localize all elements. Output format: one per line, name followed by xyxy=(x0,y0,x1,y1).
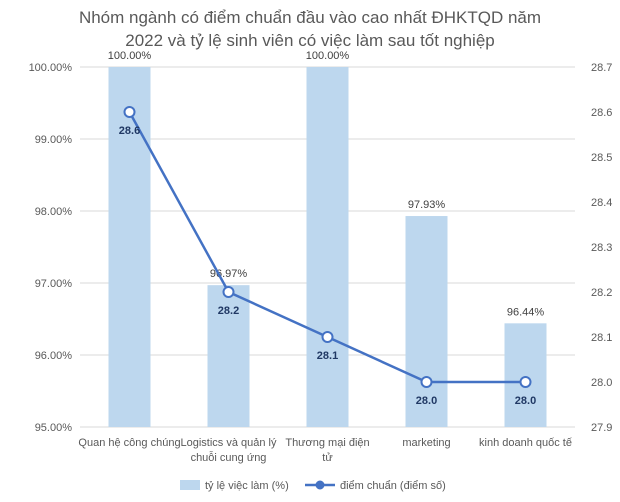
line-data-label: 28.0 xyxy=(515,395,536,407)
line-point xyxy=(123,106,136,118)
bar-data-label: 96.44% xyxy=(507,306,545,318)
x-tick-label: chuỗi cung ứng xyxy=(191,451,267,464)
x-tick-label: kinh doanh quốc tế xyxy=(479,437,572,449)
x-tick-label: tử xyxy=(322,452,333,464)
y-left-tick-label: 97.00% xyxy=(35,278,73,290)
line-point xyxy=(321,331,334,343)
line-data-label: 28.6 xyxy=(119,125,140,137)
bar xyxy=(207,285,250,427)
y-right-tick-label: 28.5 xyxy=(591,152,612,164)
y-right-tick-label: 28.4 xyxy=(591,197,612,209)
y-right-tick-label: 27.9 xyxy=(591,422,612,434)
bar xyxy=(405,216,448,427)
y-right-tick-label: 28.1 xyxy=(591,332,612,344)
legend-swatch-marker xyxy=(315,480,325,490)
chart-title-line-1: Nhóm ngành có điểm chuẩn đầu vào cao nhấ… xyxy=(78,8,542,27)
bar xyxy=(108,67,151,427)
y-right-tick-label: 28.2 xyxy=(591,287,612,299)
bar-data-label: 97.93% xyxy=(408,199,446,211)
y-right-tick-label: 28.7 xyxy=(591,62,612,74)
line-data-label: 28.2 xyxy=(218,305,239,317)
line-point xyxy=(519,376,532,388)
bar xyxy=(504,323,547,427)
line-data-label: 28.1 xyxy=(317,350,338,362)
y-left-tick-label: 98.00% xyxy=(35,206,73,218)
bar-data-label: 100.00% xyxy=(108,50,152,62)
y-right-tick-label: 28.3 xyxy=(591,242,612,254)
legend-label-bar: tỷ lệ việc làm (%) xyxy=(205,480,289,492)
line-point xyxy=(222,286,235,298)
x-tick-label: Thương mại điện xyxy=(285,437,369,449)
bar-data-label: 100.00% xyxy=(306,50,350,62)
y-right-tick-label: 28.6 xyxy=(591,107,612,119)
y-left-tick-label: 95.00% xyxy=(35,422,73,434)
line-point xyxy=(420,376,433,388)
x-tick-label: Quan hệ công chúng xyxy=(78,437,180,449)
legend-label-line: điểm chuẩn (điểm số) xyxy=(340,480,446,492)
y-left-tick-label: 99.00% xyxy=(35,134,73,146)
y-left-tick-label: 100.00% xyxy=(29,62,73,74)
y-left-tick-label: 96.00% xyxy=(35,350,73,362)
legend-swatch-bar xyxy=(180,480,200,490)
x-tick-label: Logistics và quản lý xyxy=(181,437,277,449)
chart-title: Nhóm ngành có điểm chuẩn đầu vào cao nhấ… xyxy=(0,6,620,52)
x-tick-label: marketing xyxy=(402,437,450,449)
line-data-label: 28.0 xyxy=(416,395,437,407)
bar xyxy=(306,67,349,427)
chart-title-line-2: 2022 và tỷ lệ sinh viên có việc làm sau … xyxy=(125,31,495,50)
y-right-tick-label: 28.0 xyxy=(591,377,612,389)
